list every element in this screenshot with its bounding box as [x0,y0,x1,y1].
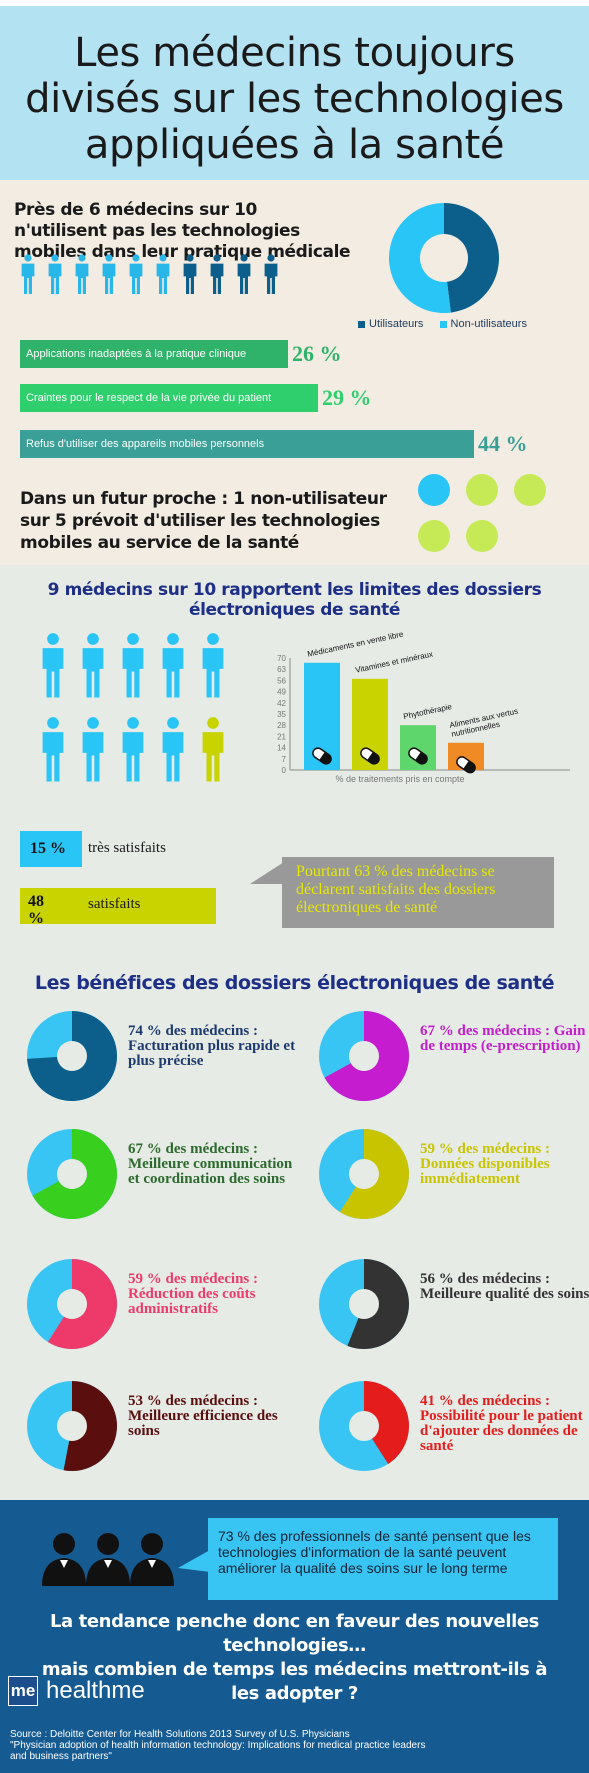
y-tick-label: 28 [277,721,286,730]
reason-label-1: Applications inadaptées à la pratique cl… [26,348,247,360]
reason-bar-3: Refus d'utiliser des appareils mobiles p… [20,430,474,458]
mobile-usage-pie [388,203,499,313]
sat-label-very: très satisfaits [88,840,166,856]
person-icon-user [236,253,252,295]
person-icon-nonuser [20,253,36,295]
brand-logo-mark: me [8,1676,38,1706]
ratio-dot [466,520,498,552]
y-tick-label: 49 [277,688,286,697]
sat-label-satisfied: satisfaits [88,896,141,912]
pill-icon [408,747,428,765]
y-tick-label: 70 [277,654,286,663]
source-line-2: "Physician adoption of health informatio… [10,1740,426,1762]
callout-pointer [250,862,284,884]
trend-line-1: La tendance penche donc en faveur des no… [49,1611,539,1656]
y-tick-label: 42 [277,699,286,708]
pill-icon [312,747,332,765]
trend-text: La tendance penche donc en faveur des no… [30,1610,559,1706]
reason-label-2: Craintes pour le respect de la vie privé… [26,392,272,404]
pill-icon [360,747,380,765]
y-tick-label: 0 [282,766,287,775]
person-icon-nonuser [47,253,63,295]
bar-category-label: Phytothérapie [403,702,454,721]
reason-bar-1: Applications inadaptées à la pratique cl… [20,340,288,368]
legend-users: Utilisateurs [369,318,424,330]
y-tick-label: 56 [277,676,286,685]
sat-value-satisfied: 48 % [28,893,44,927]
person-icon-with-limit [80,716,106,782]
person-icon-nonuser [155,253,171,295]
person-icon-with-limit [160,632,186,698]
bar-category-label: Vitamines et minéraux [355,650,434,675]
pie-slice-nonusers [388,203,451,313]
person-icon-with-limit [120,632,146,698]
reason-value-1: 26 % [292,341,342,366]
legend-nonusers: Non-utilisateurs [450,318,527,330]
pill-icon [456,756,476,774]
person-icon-with-limit [200,632,226,698]
source-line-1: Source : Deloitte Center for Health Solu… [10,1729,350,1740]
ehr-people-grid [40,632,240,782]
benefits-title: Les bénéfices des dossiers électroniques… [34,972,555,994]
y-tick-label: 7 [282,755,287,764]
ratio-dot [418,520,450,552]
professionals-callout-pointer [178,1550,210,1572]
person-icon-user [182,253,198,295]
future-adoption-text: Dans un futur proche : 1 non-utilisateur… [20,489,387,553]
person-icon-nonuser [101,253,117,295]
pie-legend: Utilisateurs Non-utilisateurs [358,318,527,330]
reason-bar-2: Craintes pour le respect de la vie privé… [20,384,318,412]
sat-box-satisfied [20,888,216,924]
y-tick-label: 21 [277,732,286,741]
sat-value-very: 15 % [30,840,66,857]
ehr-limits-title: 9 médecins sur 10 rapportent les limites… [47,580,542,620]
reason-value-2: 29 % [322,385,372,410]
mobile-people-row [20,253,290,301]
brand-name: healthme [46,1677,145,1704]
person-icon-user [209,253,225,295]
x-axis-label: % de traitements pris en compte [335,774,464,784]
y-tick-label: 14 [277,744,286,753]
professionals-callout: 73 % des professionnels de santé pensent… [208,1518,558,1600]
y-tick-label: 35 [277,710,286,719]
professionals-group-icon [42,1533,174,1586]
person-icon-with-limit [160,716,186,782]
pie-slice-users [444,203,499,313]
bar-category-label: Aliments aux vertusnutritionnelles [449,707,521,739]
ratio-dot [466,474,498,506]
page-title: Les médecins toujours divisés sur les te… [25,30,564,168]
bar [400,725,436,770]
source-text: Source : Deloitte Center for Health Solu… [10,1729,430,1762]
person-icon-with-limit [120,716,146,782]
ratio-dot [514,474,546,506]
legend-swatch-users [358,320,365,328]
person-icon-user [263,253,279,295]
y-tick-label: 63 [277,665,286,674]
bar-category-label: Médicaments en vente libre [307,629,405,658]
header-banner [0,0,589,180]
trend-line-2: mais combien de temps les médecins mettr… [41,1659,548,1704]
ratio-dot-highlight [418,474,450,506]
satisfaction-callout: Pourtant 63 % des médecins se déclarent … [282,857,554,928]
pie-hole [420,234,468,282]
person-icon-with-limit [40,716,66,782]
reason-label-3: Refus d'utiliser des appareils mobiles p… [26,438,265,450]
person-icon-nonuser [128,253,144,295]
person-icon-with-limit [40,632,66,698]
reason-value-3: 44 % [478,431,528,456]
person-icon-nonuser [74,253,90,295]
person-icon-with-limit [80,632,106,698]
person-icon-without-limit [200,716,226,782]
mobile-stat-text: Près de 6 médecins sur 10 n'utilisent pa… [14,200,351,262]
sat-box-very [20,831,82,867]
legend-swatch-nonusers [439,320,447,328]
